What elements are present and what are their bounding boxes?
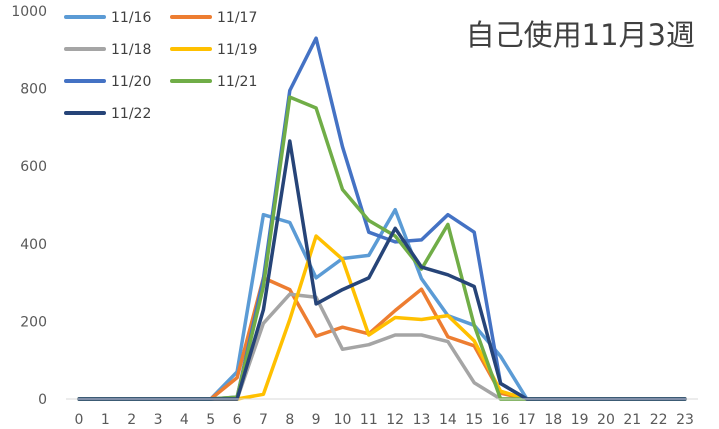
y-tick-label-600: 600 bbox=[20, 159, 47, 175]
x-tick-label-17: 17 bbox=[518, 412, 536, 428]
legend: 11/16 11/17 11/18 11/19 11/20 11/21 11/22 bbox=[64, 10, 257, 122]
y-tick-label-1000: 1000 bbox=[11, 4, 47, 20]
x-tick-label-15: 15 bbox=[465, 412, 483, 428]
x-tick-label-19: 19 bbox=[571, 412, 589, 428]
x-tick-label-10: 10 bbox=[334, 412, 352, 428]
x-tick-label-1: 1 bbox=[101, 412, 110, 428]
y-tick-label-200: 200 bbox=[20, 314, 47, 330]
x-tick-label-6: 6 bbox=[233, 412, 242, 428]
legend-label-11-22: 11/22 bbox=[111, 106, 151, 122]
x-tick-label-0: 0 bbox=[75, 412, 84, 428]
x-tick-label-21: 21 bbox=[623, 412, 641, 428]
x-tick-label-16: 16 bbox=[492, 412, 510, 428]
x-tick-label-5: 5 bbox=[206, 412, 215, 428]
y-tick-label-0: 0 bbox=[38, 392, 47, 408]
x-tick-labels: 0 1 2 3 4 5 6 7 8 9 10 11 12 13 14 15 16 17 18 19 20 21 22 23 bbox=[75, 412, 694, 428]
legend-label-11-17: 11/17 bbox=[217, 10, 257, 26]
x-tick-label-11: 11 bbox=[360, 412, 378, 428]
x-tick-label-4: 4 bbox=[180, 412, 189, 428]
x-tick-label-3: 3 bbox=[154, 412, 163, 428]
x-tick-label-7: 7 bbox=[259, 412, 268, 428]
y-tick-label-800: 800 bbox=[20, 82, 47, 98]
x-tick-label-18: 18 bbox=[544, 412, 562, 428]
legend-label-11-20: 11/20 bbox=[111, 74, 151, 90]
legend-label-11-21: 11/21 bbox=[217, 74, 257, 90]
legend-label-11-19: 11/19 bbox=[217, 42, 257, 58]
legend-label-11-16: 11/16 bbox=[111, 10, 151, 26]
x-tick-label-8: 8 bbox=[285, 412, 294, 428]
x-tick-label-14: 14 bbox=[439, 412, 457, 428]
x-tick-label-13: 13 bbox=[413, 412, 431, 428]
x-tick-label-23: 23 bbox=[676, 412, 694, 428]
legend-label-11-18: 11/18 bbox=[111, 42, 151, 58]
chart-title: 自己使用11月3週 bbox=[466, 18, 695, 52]
x-tick-label-9: 9 bbox=[312, 412, 321, 428]
x-tick-label-22: 22 bbox=[650, 412, 668, 428]
x-tick-label-12: 12 bbox=[386, 412, 404, 428]
y-tick-label-400: 400 bbox=[20, 237, 47, 253]
x-tick-label-20: 20 bbox=[597, 412, 615, 428]
x-tick-label-2: 2 bbox=[127, 412, 136, 428]
y-tick-labels: 0 200 400 600 800 1000 bbox=[11, 4, 47, 408]
